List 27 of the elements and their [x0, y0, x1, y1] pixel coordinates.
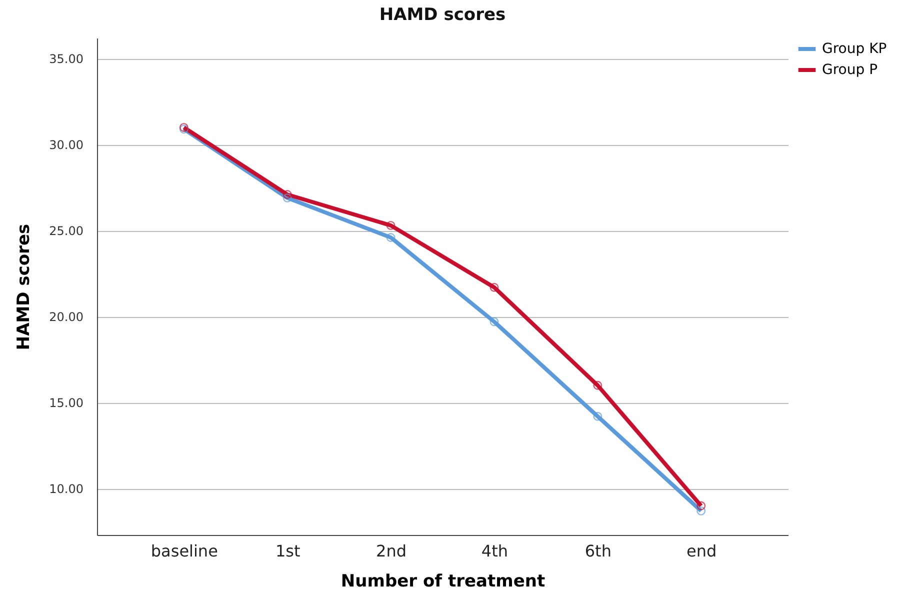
point: [696, 506, 706, 516]
legend-label: Group P: [822, 62, 878, 78]
point: [696, 501, 706, 510]
x-tick-label: end: [686, 542, 717, 560]
x-tick-label: 1st: [275, 542, 300, 560]
y-axis-title: HAMD scores: [14, 224, 34, 350]
y-tick-label: 25.00: [49, 224, 84, 238]
x-tick-label: baseline: [150, 542, 218, 560]
point: [593, 412, 602, 421]
y-tick-label: 10.00: [49, 482, 84, 496]
point: [490, 317, 499, 326]
point: [386, 233, 396, 242]
legend-label: Group KP: [822, 41, 887, 57]
point: [593, 380, 602, 390]
y-tick-label: 30.00: [49, 138, 84, 152]
y-tick-label: 15.00: [49, 396, 84, 410]
chart-title: HAMD scores: [379, 5, 506, 25]
point: [490, 282, 499, 292]
y-tick-label: 20.00: [49, 310, 84, 324]
x-tick-label: 4th: [481, 542, 508, 560]
x-axis-title: Number of treatment: [340, 572, 546, 592]
point: [386, 220, 396, 230]
x-tick-label: 2nd: [376, 542, 407, 560]
y-tick-label: 35.00: [49, 52, 84, 66]
x-tick-label: 6th: [584, 542, 612, 560]
point: [282, 190, 292, 199]
point: [282, 193, 292, 202]
